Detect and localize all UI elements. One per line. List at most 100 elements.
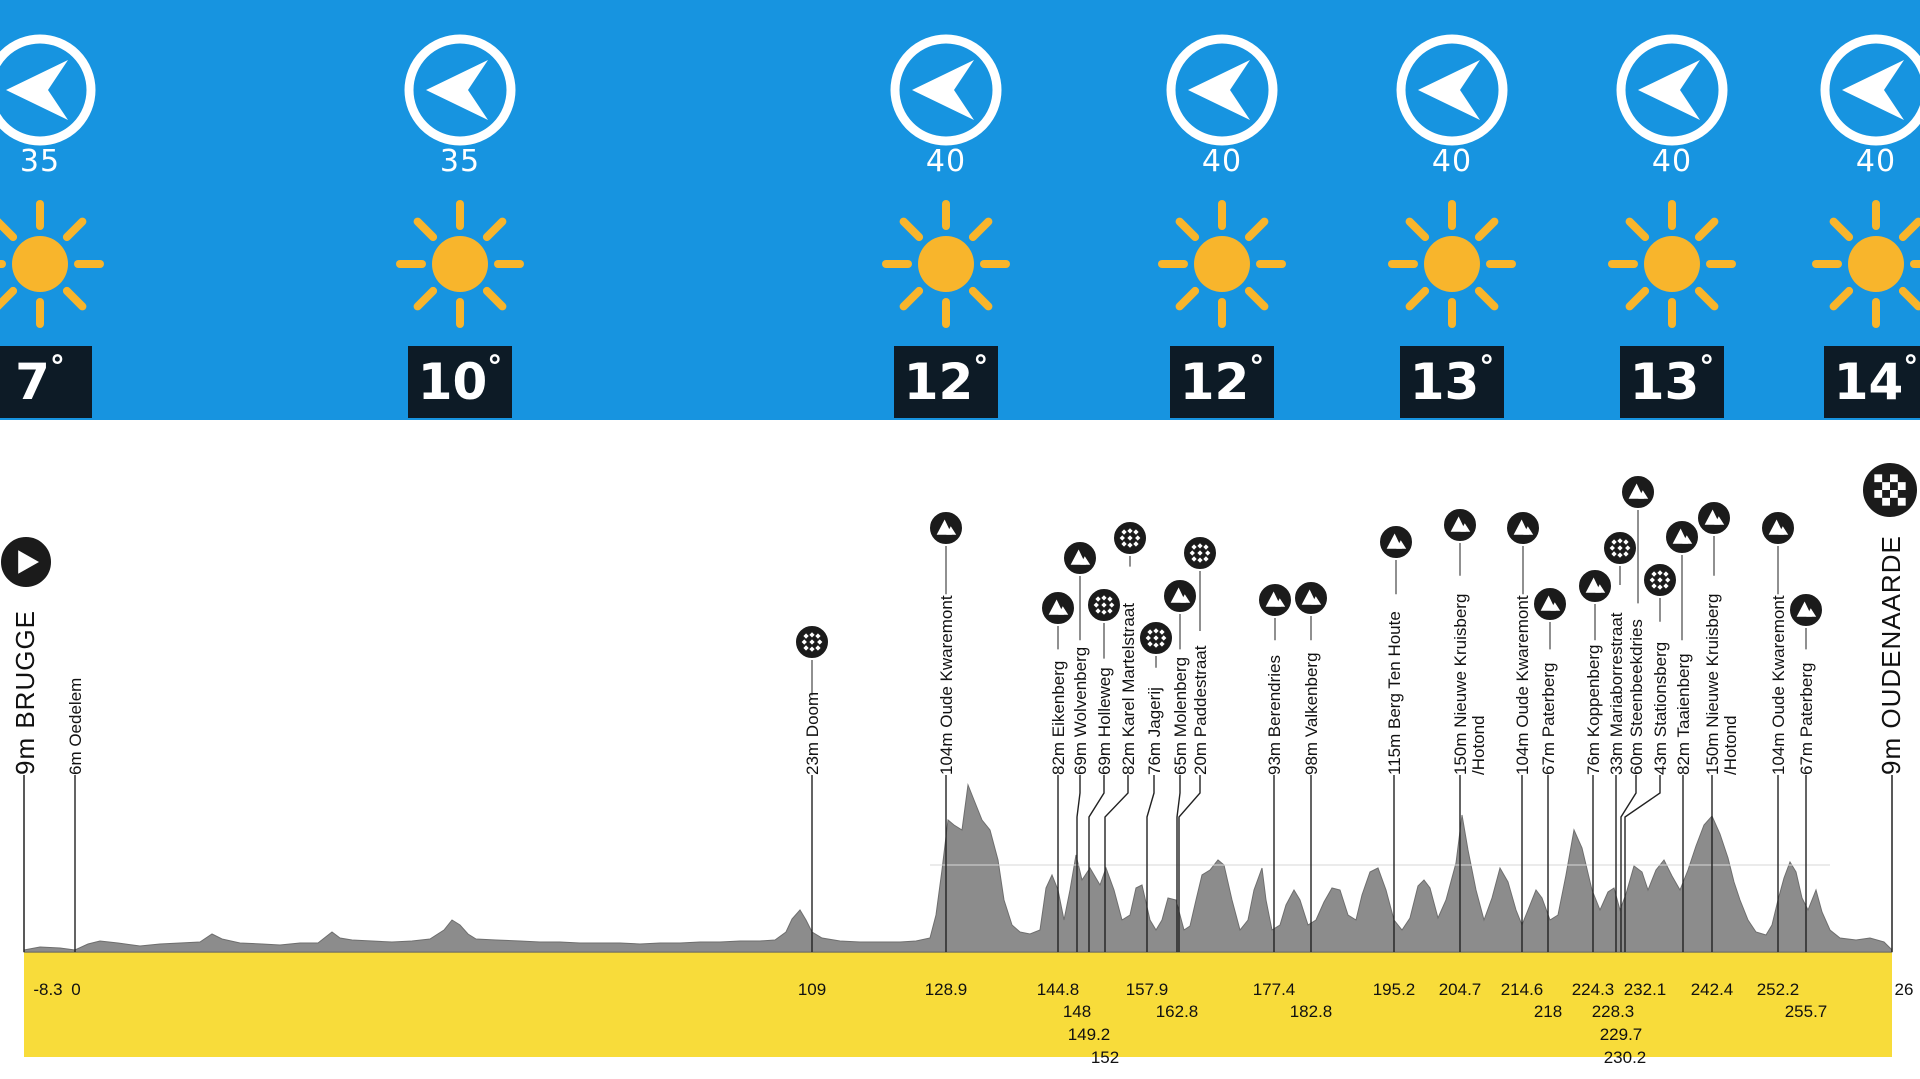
waypoint-marker: 20m Paddestraat (1178, 535, 1218, 952)
km-marker: -8.3 (33, 980, 62, 999)
waypoint-marker: 67m Paterberg (1788, 592, 1824, 952)
km-marker: 214.6 (1501, 980, 1544, 999)
km-marker: 195.2 (1373, 980, 1416, 999)
waypoint-label: 33m Mariaborrestraat (1607, 612, 1626, 775)
leader-line (1178, 775, 1201, 952)
climb-icon (1760, 510, 1796, 546)
weather-column: 40 14° (1796, 0, 1920, 420)
temperature-value: 7 (15, 353, 50, 411)
wind-direction-icon (1820, 34, 1920, 146)
waypoint-label: 104m Oude Kwaremont (1769, 595, 1788, 775)
cobbles-icon (1602, 530, 1638, 566)
km-marker: 148 (1063, 1002, 1091, 1021)
waypoint-label: 104m Oude Kwaremont (1513, 595, 1532, 775)
waypoint-label: 43m Stationsberg (1651, 642, 1670, 775)
cobbles-icon (1182, 535, 1218, 571)
wind-speed: 40 (925, 144, 967, 179)
temperature-value: 12 (903, 353, 974, 411)
waypoint-marker: 82m Karel Martelstraat (1104, 520, 1148, 952)
waypoint-label: 150m Nieuwe Kruisberg (1451, 594, 1470, 775)
sun-icon (1608, 200, 1736, 328)
temperature-value: 14 (1833, 353, 1904, 411)
waypoint-marker: 69m Holleweg (1086, 587, 1122, 952)
weather-column: 35 7° (0, 0, 120, 420)
temperature-box: 14° (1824, 346, 1920, 418)
waypoint-label: 76m Jagerij (1145, 687, 1164, 775)
waypoint-marker: 104m Oude Kwaremont (1505, 510, 1541, 952)
weather-column: 40 13° (1372, 0, 1532, 420)
waypoint-label: /Hotond (1721, 715, 1740, 775)
wind-direction-icon (404, 34, 516, 146)
km-marker: 162.8 (1156, 1002, 1199, 1021)
km-marker: 252.2 (1757, 980, 1800, 999)
km-marker: 128.9 (925, 980, 968, 999)
sun-icon (0, 200, 104, 328)
cobbles-icon (1112, 520, 1148, 556)
km-marker: 204.7 (1439, 980, 1482, 999)
climb-icon (1293, 580, 1329, 616)
waypoint-marker: 76m Jagerij (1138, 620, 1174, 952)
km-marker: 255.7 (1785, 1002, 1828, 1021)
weather-column: 35 10° (380, 0, 540, 420)
weather-column: 40 13° (1592, 0, 1752, 420)
waypoint-marker: 104m Oude Kwaremont (928, 510, 964, 952)
km-marker: 0 (71, 980, 80, 999)
km-marker: 242.4 (1691, 980, 1734, 999)
sun-icon (882, 200, 1010, 328)
climb-icon (1378, 524, 1414, 560)
temperature-value: 13 (1629, 353, 1700, 411)
km-marker: 157.9 (1126, 980, 1169, 999)
waypoint-marker: 104m Oude Kwaremont (1760, 510, 1796, 952)
start-marker: 9m BRUGGE (0, 535, 53, 952)
waypoint-marker: 115m Berg Ten Houte (1378, 524, 1414, 952)
km-marker: 144.8 (1037, 980, 1080, 999)
wind-direction-icon (1166, 34, 1278, 146)
km-marker: 218 (1534, 1002, 1562, 1021)
degree-sign: ° (1249, 350, 1265, 385)
temperature-box: 13° (1620, 346, 1724, 418)
degree-sign: ° (1699, 350, 1715, 385)
wind-speed: 40 (1431, 144, 1473, 179)
waypoint-marker: 150m Nieuwe Kruisberg/Hotond (1696, 500, 1740, 952)
distance-bar (24, 952, 1892, 1057)
wind-direction-icon (890, 34, 1002, 146)
degree-sign: ° (49, 350, 65, 385)
waypoint-label: 60m Steenbeekdries (1627, 619, 1646, 775)
waypoint-marker: 23m Doom (794, 624, 830, 952)
km-marker: 109 (798, 980, 826, 999)
sun-icon (396, 200, 524, 328)
km-marker: 26 (1895, 980, 1914, 999)
waypoint-marker: 33m Mariaborrestraat (1602, 530, 1638, 952)
wind-speed: 35 (439, 144, 481, 179)
wind-direction-icon (1396, 34, 1508, 146)
km-marker: 152 (1091, 1048, 1119, 1067)
climb-icon (1532, 586, 1568, 622)
waypoint-label: 104m Oude Kwaremont (937, 595, 956, 775)
waypoint-marker: 82m Taaienberg (1664, 519, 1700, 952)
waypoint-label: 23m Doom (803, 692, 822, 775)
weather-column: 40 12° (1142, 0, 1302, 420)
waypoint-label: 150m Nieuwe Kruisberg (1703, 594, 1722, 775)
waypoint-marker: 67m Paterberg (1532, 586, 1568, 952)
temperature-box: 13° (1400, 346, 1504, 418)
wind-direction-icon (1616, 34, 1728, 146)
leader-line (1146, 775, 1155, 952)
waypoint-label: 67m Paterberg (1797, 663, 1816, 775)
leader-line (1076, 775, 1081, 952)
waypoint-label: 82m Eikenberg (1049, 661, 1068, 775)
wind-speed: 40 (1651, 144, 1693, 179)
climb-icon (1162, 578, 1198, 614)
waypoint-label: 82m Karel Martelstraat (1119, 603, 1138, 775)
climb-icon (1062, 540, 1098, 576)
waypoint-label: /Hotond (1469, 715, 1488, 775)
wind-direction-icon (0, 34, 96, 146)
waypoint-label: 82m Taaienberg (1674, 653, 1693, 775)
temperature-box: 10° (408, 346, 512, 418)
waypoint-marker: 93m Berendries (1257, 582, 1293, 952)
waypoint-label: 6m Oedelem (66, 678, 85, 775)
waypoint-marker: 69m Wolvenberg (1062, 540, 1098, 952)
km-marker: 230.2 (1604, 1048, 1647, 1067)
waypoint-label: 65m Molenberg (1171, 657, 1190, 775)
waypoint-label: 69m Wolvenberg (1071, 647, 1090, 775)
temperature-box: 12° (1170, 346, 1274, 418)
